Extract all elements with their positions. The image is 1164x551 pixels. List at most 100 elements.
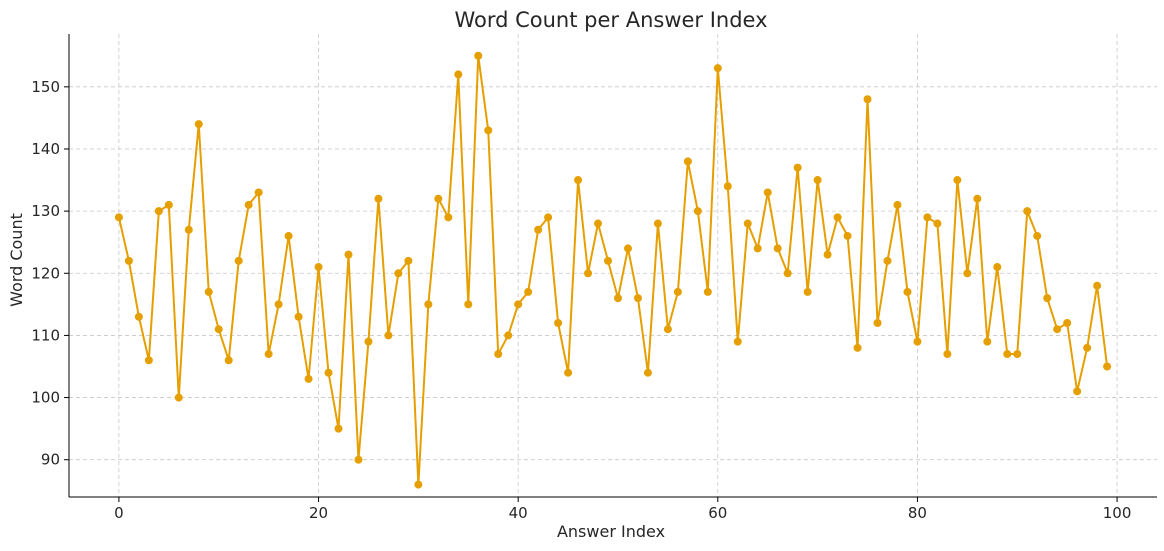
data-point: [274, 300, 283, 309]
y-tick-label: 100: [31, 389, 60, 407]
y-tick-label: 90: [41, 451, 60, 469]
data-point: [963, 269, 972, 278]
chart-title: Word Count per Answer Index: [454, 8, 767, 32]
data-point: [923, 213, 932, 222]
data-point: [803, 287, 812, 296]
x-tick-label: 80: [908, 504, 927, 522]
data-point: [534, 225, 543, 234]
data-point: [813, 176, 822, 185]
data-point: [773, 244, 782, 253]
data-point: [554, 318, 563, 327]
data-point: [643, 368, 652, 377]
data-point: [903, 287, 912, 296]
data-point: [883, 256, 892, 265]
data-point: [863, 95, 872, 104]
data-point: [454, 70, 463, 79]
data-point: [933, 219, 942, 228]
x-axis-title: Answer Index: [557, 522, 665, 541]
data-point: [853, 343, 862, 352]
data-point: [314, 263, 323, 272]
data-point: [484, 126, 493, 135]
data-point: [404, 256, 413, 265]
y-tick-label: 140: [31, 140, 60, 158]
x-tick-label: 0: [114, 504, 124, 522]
data-point: [843, 231, 852, 240]
data-point: [1033, 231, 1042, 240]
data-point: [653, 219, 662, 228]
data-point: [304, 374, 313, 383]
data-point: [154, 207, 163, 216]
data-point: [214, 325, 223, 334]
data-point: [604, 256, 613, 265]
data-point: [703, 287, 712, 296]
y-tick-label: 150: [31, 78, 60, 96]
data-point: [544, 213, 553, 222]
data-point: [584, 269, 593, 278]
data-point: [424, 300, 433, 309]
data-point: [184, 225, 193, 234]
data-point: [464, 300, 473, 309]
data-point: [494, 350, 503, 359]
y-tick-label: 130: [31, 202, 60, 220]
data-point: [334, 424, 343, 433]
data-point: [983, 337, 992, 346]
y-tick-label: 120: [31, 264, 60, 282]
data-point: [1043, 294, 1052, 303]
data-point: [1093, 281, 1102, 290]
data-point: [504, 331, 513, 340]
data-point: [144, 356, 153, 365]
data-point: [524, 287, 533, 296]
grid: [69, 34, 1157, 497]
data-point: [574, 176, 583, 185]
data-point: [224, 356, 233, 365]
data-point: [164, 200, 173, 209]
x-tick-label: 60: [708, 504, 727, 522]
data-point: [1083, 343, 1092, 352]
data-point: [1023, 207, 1032, 216]
data-point: [683, 157, 692, 166]
data-point: [1053, 325, 1062, 334]
data-point: [793, 163, 802, 172]
data-point: [374, 194, 383, 203]
data-point: [613, 294, 622, 303]
data-point: [174, 393, 183, 402]
x-tick-label: 100: [1103, 504, 1132, 522]
data-point: [384, 331, 393, 340]
data-point: [134, 312, 143, 321]
data-point: [264, 350, 273, 359]
data-point: [1073, 387, 1082, 396]
data-point: [394, 269, 403, 278]
data-point: [623, 244, 632, 253]
data-point: [943, 350, 952, 359]
data-point: [354, 455, 363, 464]
data-point: [474, 51, 483, 60]
data-point: [713, 64, 722, 73]
data-point: [783, 269, 792, 278]
data-point: [993, 263, 1002, 272]
data-point: [1103, 362, 1112, 371]
data-point: [124, 256, 133, 265]
data-point: [833, 213, 842, 222]
axes: [68, 34, 1157, 498]
data-point: [633, 294, 642, 303]
data-point: [753, 244, 762, 253]
data-point: [663, 325, 672, 334]
data-point: [1063, 318, 1072, 327]
data-point: [284, 231, 293, 240]
y-axis-ticks: 90 100 110 120 130 140 150: [31, 78, 69, 469]
data-point: [114, 213, 123, 222]
data-point: [743, 219, 752, 228]
data-point: [673, 287, 682, 296]
data-point: [693, 207, 702, 216]
data-point: [194, 120, 203, 129]
data-point: [324, 368, 333, 377]
data-point: [444, 213, 453, 222]
data-point: [913, 337, 922, 346]
data-point: [1013, 350, 1022, 359]
data-point: [294, 312, 303, 321]
data-point: [973, 194, 982, 203]
series-line: [117, 54, 1109, 486]
data-point: [364, 337, 373, 346]
data-point: [893, 200, 902, 209]
